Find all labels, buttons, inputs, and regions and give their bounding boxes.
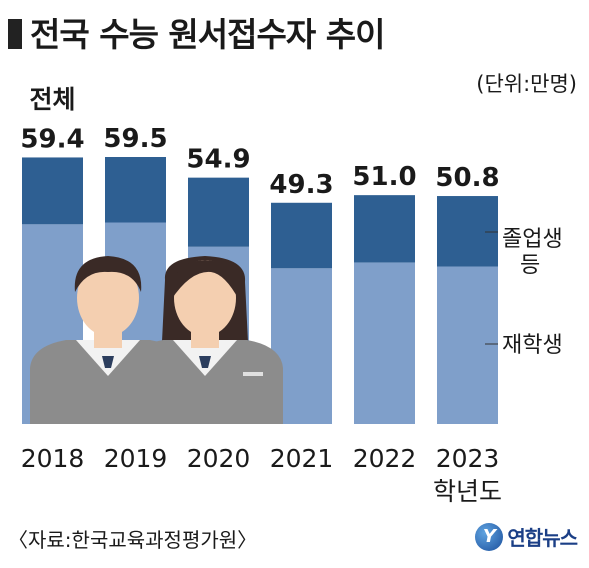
hair-front [170,260,240,300]
bar-enrolled-2022 [354,262,415,424]
total-value-label: 49.3 [269,170,333,200]
x-tick-label: 2019 [104,444,168,473]
total-label: 전체 [29,85,75,114]
total-value-label: 59.5 [103,124,167,154]
title-marker [8,19,22,49]
student-illustration [30,256,283,424]
yonhap-logo: Y 연합뉴스 [475,522,578,551]
bar-graduate-2023 [437,196,498,267]
x-tick-label: 2022 [353,444,417,473]
face [77,260,139,336]
chart-title: 전국 수능 원서접수자 추이 [8,8,385,56]
bar-graduate-2022 [354,195,415,263]
total-value-label: 51.0 [352,162,416,192]
bar-graduate-2020 [188,177,249,247]
yonhap-logo-text: 연합뉴스 [507,526,578,550]
x-tick-label: 2020 [187,444,251,473]
value-labels: 59.4 2018 전체 59.5 2019 54.9 2020 49.3 2021 51.0 20… [20,85,502,506]
total-value-label: 59.4 [20,124,84,154]
bar-chart: 59.4 2018 전체 59.5 2019 54.9 2020 49.3 2021 51.0 20… [20,85,563,506]
yonhap-logo-icon: Y [475,522,504,551]
x-tick-label: 2021 [270,444,334,473]
uniform-jacket [127,340,283,424]
x-axis-suffix: 학년도 [433,477,502,506]
x-tick-label: 2023 [436,444,500,473]
tie [199,356,211,368]
tie [102,356,114,368]
unit-label: (단위:만명) [476,72,577,96]
graduate-legend-label-2: 등 [520,253,540,278]
enrolled-legend-label: 재학생 [502,333,563,358]
bar-enrolled-2023 [437,266,498,424]
x-tick-label: 2018 [21,444,85,473]
source-note: 〈자료:한국교육과정평가원〉 [8,528,258,552]
chart-title-text: 전국 수능 원서접수자 추이 [30,15,385,54]
total-value-label: 50.8 [435,163,499,193]
bar-graduate-2021 [271,202,332,269]
name-tag [243,372,263,376]
bar-graduate-2018 [22,157,83,225]
total-value-label: 54.9 [186,145,250,175]
bar-graduate-2019 [105,157,166,223]
graduate-legend-label-1: 졸업생 [502,227,563,252]
hair [74,256,142,292]
female-student [127,256,283,424]
